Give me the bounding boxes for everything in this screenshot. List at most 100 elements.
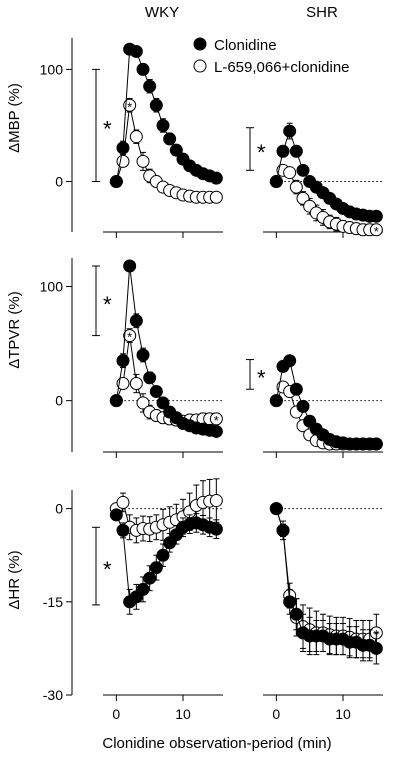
- data-point: [283, 166, 297, 180]
- data-point: [369, 223, 383, 237]
- series-clonidine: **: [269, 354, 383, 453]
- data-point: [116, 141, 130, 155]
- y-tick-label: -30: [43, 687, 63, 703]
- data-point: [129, 314, 143, 328]
- data-point: [143, 371, 157, 385]
- legend-marker-l659066: [193, 59, 207, 73]
- y-axis-label-tpvr: ΔTPVR (%): [6, 291, 23, 369]
- column-title-wky: WKY: [145, 4, 179, 21]
- data-point: [209, 190, 223, 204]
- x-tick-label: 10: [335, 706, 351, 722]
- data-point: [283, 595, 297, 609]
- panel-shr-3: ***: [246, 354, 383, 458]
- x-axis-label: Clonidine observation-period (min): [102, 735, 331, 752]
- y-tick-label: 0: [55, 393, 63, 409]
- data-point: [369, 209, 383, 223]
- data-point: [163, 132, 177, 146]
- data-point-star: *: [214, 413, 219, 428]
- data-point: [136, 396, 150, 410]
- data-point-star: *: [374, 210, 379, 225]
- legend-label-clonidine: Clonidine: [214, 37, 277, 54]
- data-point: [123, 98, 137, 112]
- data-point: [369, 437, 383, 451]
- data-point: [296, 399, 310, 413]
- data-point-star: *: [374, 642, 379, 657]
- series-clonidine: *: [109, 42, 223, 189]
- data-point: [123, 329, 137, 343]
- panel-shr-1: ****: [246, 122, 383, 239]
- data-point: [269, 502, 283, 516]
- significance-star: *: [103, 116, 112, 141]
- data-point: [209, 171, 223, 185]
- legend: Clonidine L-659,066+clonidine: [193, 37, 350, 76]
- data-point: [136, 582, 150, 596]
- panel-wky-4: 0-15-300 10***: [43, 478, 223, 722]
- y-tick-label: 100: [40, 61, 64, 77]
- significance-star: *: [257, 365, 266, 390]
- data-point: [269, 175, 283, 189]
- data-point-star: *: [127, 330, 132, 345]
- series-clonidine: **: [269, 122, 383, 225]
- data-point: [156, 548, 170, 562]
- data-point-star: *: [127, 260, 132, 275]
- data-point-star: *: [287, 125, 292, 140]
- data-point: [123, 259, 137, 273]
- data-point: [156, 118, 170, 132]
- data-point: [129, 44, 143, 58]
- data-point-star: *: [374, 224, 379, 239]
- panel-shr-5: 010**: [263, 502, 383, 722]
- data-point: [149, 98, 163, 112]
- data-point: [116, 523, 130, 537]
- data-point: [136, 62, 150, 76]
- data-point: [116, 495, 130, 509]
- y-tick-label: -15: [43, 594, 63, 610]
- data-point: [116, 354, 130, 368]
- x-tick-label: 0: [272, 706, 280, 722]
- y-axis-label-mbp: ΔMBP (%): [6, 83, 23, 153]
- data-point: [169, 143, 183, 157]
- significance-star: *: [257, 140, 266, 165]
- y-axis-label-hr: ΔHR (%): [6, 550, 23, 609]
- data-point: [143, 79, 157, 93]
- data-point: [269, 394, 283, 408]
- data-point: [109, 394, 123, 408]
- data-point: [289, 607, 303, 621]
- data-point: [136, 348, 150, 362]
- data-point-star: *: [287, 355, 292, 370]
- data-point: [129, 377, 143, 391]
- x-tick-label: 0: [112, 706, 120, 722]
- significance-star: *: [103, 557, 112, 582]
- data-point: [149, 385, 163, 399]
- data-point: [209, 522, 223, 536]
- data-point: [156, 396, 170, 410]
- data-point: [369, 641, 383, 655]
- data-point: [283, 354, 297, 368]
- data-point-star: *: [214, 523, 219, 538]
- data-point: [276, 144, 290, 158]
- data-point: [209, 424, 223, 438]
- series-clonidine: **: [109, 508, 223, 615]
- data-point: [289, 144, 303, 158]
- data-point: [109, 508, 123, 522]
- data-point: [289, 382, 303, 396]
- data-point: [149, 561, 163, 575]
- data-point: [209, 412, 223, 426]
- y-tick-label: 100: [40, 279, 64, 295]
- data-point: [276, 523, 290, 537]
- data-point: [109, 175, 123, 189]
- data-point-star: *: [374, 438, 379, 453]
- data-point: [129, 130, 143, 144]
- data-point: [283, 124, 297, 138]
- data-point: [289, 180, 303, 194]
- y-tick-label: 0: [55, 174, 63, 190]
- data-point-star: *: [127, 596, 132, 611]
- data-point: [209, 494, 223, 508]
- data-point: [143, 571, 157, 585]
- legend-label-l659066: L-659,066+clonidine: [214, 59, 350, 76]
- data-point-star: *: [127, 99, 132, 114]
- data-point-star: *: [214, 425, 219, 440]
- y-tick-label: 0: [55, 501, 63, 517]
- data-point-star: *: [127, 43, 132, 58]
